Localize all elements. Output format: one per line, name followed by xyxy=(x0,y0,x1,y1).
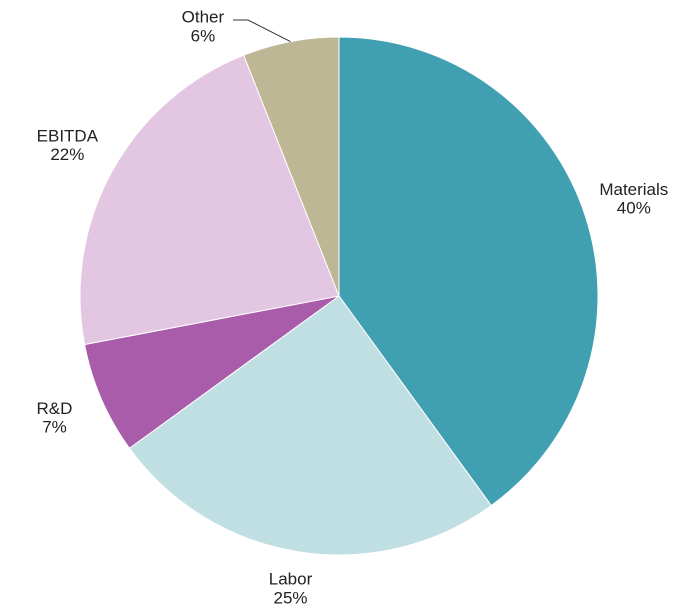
pie-slice xyxy=(243,36,340,297)
slice-label: Labor 25% xyxy=(269,570,313,608)
slice-label: R&D 7% xyxy=(37,399,73,437)
slice-name: Materials xyxy=(599,180,668,199)
slice-name: EBITDA xyxy=(37,127,99,146)
pie-slice xyxy=(338,36,599,507)
pie-slice xyxy=(79,54,340,346)
slice-name: Labor xyxy=(269,570,313,589)
slice-label: Materials 40% xyxy=(599,180,668,218)
pie-slice xyxy=(84,295,340,449)
slice-value: 6% xyxy=(191,27,216,46)
slice-label: Other 6% xyxy=(182,8,225,46)
slice-value: 7% xyxy=(42,418,67,437)
slice-name: Other xyxy=(182,8,225,27)
slice-value: 40% xyxy=(617,199,651,218)
slice-value: 25% xyxy=(273,589,307,608)
slice-label: EBITDA 22% xyxy=(37,127,99,165)
slice-value: 22% xyxy=(50,145,84,164)
slice-name: R&D xyxy=(37,399,73,418)
leader-line xyxy=(232,19,291,43)
pie-slice xyxy=(128,295,492,556)
